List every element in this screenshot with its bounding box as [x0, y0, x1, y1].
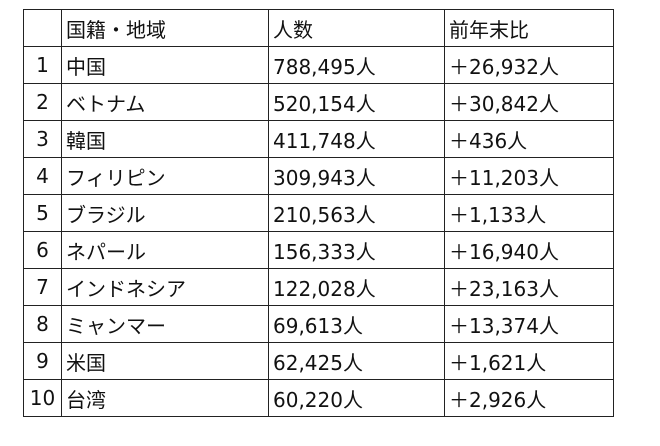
table-row: 5 ブラジル 210,563人 ＋1,133人	[23, 194, 614, 232]
country-cell: 米国	[61, 342, 269, 380]
table-header-row: 国籍・地域 人数 前年末比	[23, 9, 614, 47]
header-change: 前年末比	[444, 9, 614, 47]
rank-cell: 2	[23, 83, 62, 121]
header-country: 国籍・地域	[61, 9, 269, 47]
country-cell: フィリピン	[61, 157, 269, 195]
count-cell: 156,333人	[268, 231, 445, 269]
table-row: 10 台湾 60,220人 ＋2,926人	[23, 379, 614, 417]
country-cell: 中国	[61, 46, 269, 84]
country-cell: ミャンマー	[61, 305, 269, 343]
table-row: 4 フィリピン 309,943人 ＋11,203人	[23, 157, 614, 195]
rank-cell: 10	[23, 379, 62, 417]
header-count: 人数	[268, 9, 445, 47]
change-cell: ＋26,932人	[444, 46, 614, 84]
count-cell: 60,220人	[268, 379, 445, 417]
change-cell: ＋11,203人	[444, 157, 614, 195]
foreign-residents-table: 国籍・地域 人数 前年末比 1 中国 788,495人 ＋26,932人 2 ベ…	[23, 9, 614, 417]
table-row: 1 中国 788,495人 ＋26,932人	[23, 46, 614, 84]
country-cell: ネパール	[61, 231, 269, 269]
foreign-residents-table-container: 国籍・地域 人数 前年末比 1 中国 788,495人 ＋26,932人 2 ベ…	[23, 9, 614, 417]
change-cell: ＋30,842人	[444, 83, 614, 121]
rank-cell: 7	[23, 268, 62, 306]
table-row: 7 インドネシア 122,028人 ＋23,163人	[23, 268, 614, 306]
rank-cell: 6	[23, 231, 62, 269]
rank-cell: 4	[23, 157, 62, 195]
count-cell: 62,425人	[268, 342, 445, 380]
table-row: 3 韓国 411,748人 ＋436人	[23, 120, 614, 158]
change-cell: ＋16,940人	[444, 231, 614, 269]
header-rank	[23, 9, 62, 47]
table-body: 1 中国 788,495人 ＋26,932人 2 ベトナム 520,154人 ＋…	[23, 46, 614, 417]
table-row: 9 米国 62,425人 ＋1,621人	[23, 342, 614, 380]
country-cell: ブラジル	[61, 194, 269, 232]
count-cell: 309,943人	[268, 157, 445, 195]
change-cell: ＋13,374人	[444, 305, 614, 343]
country-cell: ベトナム	[61, 83, 269, 121]
count-cell: 122,028人	[268, 268, 445, 306]
change-cell: ＋23,163人	[444, 268, 614, 306]
rank-cell: 9	[23, 342, 62, 380]
table-row: 6 ネパール 156,333人 ＋16,940人	[23, 231, 614, 269]
country-cell: インドネシア	[61, 268, 269, 306]
rank-cell: 1	[23, 46, 62, 84]
table-row: 8 ミャンマー 69,613人 ＋13,374人	[23, 305, 614, 343]
count-cell: 210,563人	[268, 194, 445, 232]
count-cell: 520,154人	[268, 83, 445, 121]
count-cell: 788,495人	[268, 46, 445, 84]
change-cell: ＋2,926人	[444, 379, 614, 417]
table-row: 2 ベトナム 520,154人 ＋30,842人	[23, 83, 614, 121]
change-cell: ＋1,133人	[444, 194, 614, 232]
change-cell: ＋1,621人	[444, 342, 614, 380]
change-cell: ＋436人	[444, 120, 614, 158]
country-cell: 韓国	[61, 120, 269, 158]
count-cell: 411,748人	[268, 120, 445, 158]
country-cell: 台湾	[61, 379, 269, 417]
rank-cell: 3	[23, 120, 62, 158]
rank-cell: 5	[23, 194, 62, 232]
count-cell: 69,613人	[268, 305, 445, 343]
rank-cell: 8	[23, 305, 62, 343]
